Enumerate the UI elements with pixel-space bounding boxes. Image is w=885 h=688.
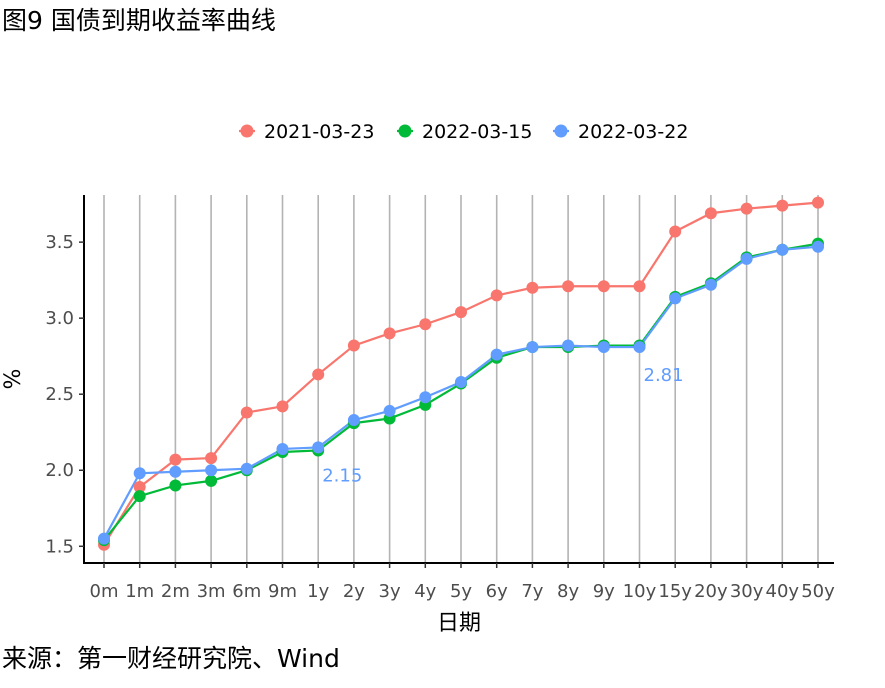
data-point-2022-03-22-10y (633, 341, 646, 354)
data-point-2021-03-23-20y (704, 207, 717, 220)
figure-title: 图9 国债到期收益率曲线 (2, 6, 276, 35)
data-point-2022-03-22-50y (812, 240, 824, 253)
data-point-2022-03-22-2m (169, 465, 182, 478)
data-point-2022-03-22-5y (455, 376, 467, 389)
y-tick-label: 2.5 (45, 384, 74, 405)
y-tick-label: 3.0 (45, 308, 74, 329)
data-point-2021-03-23-6m (240, 406, 253, 419)
data-point-2021-03-23-3m (205, 452, 218, 465)
data-point-2022-03-22-3m (205, 464, 218, 477)
data-point-2022-03-22-6m (240, 462, 253, 475)
x-tick-label: 30y (730, 581, 764, 602)
x-tick-label: 2y (343, 581, 365, 602)
data-point-2021-03-23-1m (133, 480, 146, 493)
legend-label-2021-03-23: 2021-03-23 (264, 121, 374, 143)
x-tick-label: 1y (307, 581, 329, 602)
data-point-2022-03-22-0m (98, 532, 110, 545)
data-point-2022-03-22-6y (490, 348, 503, 361)
data-label-0m: 1.54 (106, 560, 146, 581)
data-point-2021-03-23-7y (526, 281, 539, 294)
data-point-2021-03-23-6y (490, 289, 503, 302)
data-point-2022-03-22-1m (133, 467, 146, 480)
data-point-2022-03-15-3m (205, 474, 218, 487)
x-tick-label: 10y (623, 581, 657, 602)
figure-source: 来源：第一财经研究院、Wind (2, 644, 340, 673)
data-point-2022-03-15-1m (133, 490, 146, 503)
data-point-2022-03-22-9m (276, 442, 289, 455)
y-tick-label: 3.5 (45, 232, 74, 253)
annotation-layer: 1.54 2.15 2.81 (106, 365, 684, 581)
legend: 2021-03-23 2022-03-15 2022-03-22 (239, 121, 688, 143)
x-tick-label: 15y (658, 581, 692, 602)
x-tick-label: 6m (232, 581, 261, 602)
data-point-2022-03-22-15y (669, 292, 682, 305)
y-axis-title: % (1, 369, 26, 390)
x-tick-label: 7y (521, 581, 543, 602)
y-tick-label: 2.0 (45, 460, 74, 481)
data-point-2021-03-23-30y (740, 202, 753, 215)
data-point-2022-03-22-8y (562, 339, 575, 352)
legend-label-2022-03-15: 2022-03-15 (422, 121, 532, 143)
x-tick-label: 8y (557, 581, 579, 602)
data-point-2022-03-22-20y (704, 278, 717, 291)
data-point-2022-03-22-40y (776, 243, 789, 256)
data-point-2021-03-23-15y (669, 225, 682, 238)
x-tick-label: 1m (125, 581, 154, 602)
data-point-2022-03-22-1y (312, 441, 325, 454)
y-tick-label: 1.5 (45, 536, 74, 557)
x-tick-label: 50y (801, 581, 835, 602)
data-point-2021-03-23-40y (776, 199, 789, 212)
x-axis-title: 日期 (437, 611, 481, 636)
x-tick-label: 4y (414, 581, 436, 602)
data-point-2021-03-23-9m (276, 400, 289, 413)
axis-labels: 1.5 2.0 2.5 3.0 3.5 0m 1m 2m 3m 6m 9m 1y 2y 3y 4y 5y 6y 7… (1, 232, 835, 636)
data-point-2021-03-23-9y (597, 280, 610, 293)
data-point-2021-03-23-10y (633, 280, 646, 293)
legend-key-2022-03-22 (554, 124, 568, 138)
data-point-2021-03-23-50y (812, 196, 824, 209)
x-tick-label: 9y (593, 581, 615, 602)
axes (79, 195, 834, 568)
data-label-1y: 2.15 (322, 465, 362, 486)
series-layer (98, 196, 824, 551)
legend-key-2021-03-23 (240, 124, 254, 138)
x-tick-label: 3m (197, 581, 226, 602)
data-point-2021-03-23-2y (347, 339, 360, 352)
data-point-2021-03-23-5y (455, 306, 467, 319)
x-tick-label: 9m (268, 581, 297, 602)
data-point-2022-03-22-3y (383, 404, 396, 417)
legend-key-2022-03-15 (398, 124, 412, 138)
x-tick-label: 6y (486, 581, 508, 602)
x-tick-label: 0m (90, 581, 119, 602)
data-point-2021-03-23-1y (312, 368, 325, 381)
data-point-2022-03-22-30y (740, 252, 753, 265)
x-tick-label: 3y (379, 581, 401, 602)
x-tick-label: 40y (766, 581, 800, 602)
x-tick-label: 2m (161, 581, 190, 602)
data-point-2022-03-22-7y (526, 341, 539, 354)
data-label-10y: 2.81 (644, 365, 684, 386)
data-point-2021-03-23-4y (419, 318, 432, 331)
x-tick-label: 5y (450, 581, 472, 602)
x-tick-label: 20y (694, 581, 728, 602)
data-point-2022-03-22-2y (347, 414, 360, 427)
data-point-2022-03-15-2m (169, 479, 182, 492)
legend-label-2022-03-22: 2022-03-22 (578, 121, 688, 143)
data-point-2022-03-22-4y (419, 391, 432, 404)
data-point-2022-03-22-9y (597, 341, 610, 354)
data-point-2021-03-23-2m (169, 453, 182, 466)
data-point-2021-03-23-3y (383, 327, 396, 340)
data-point-2021-03-23-8y (562, 280, 575, 293)
